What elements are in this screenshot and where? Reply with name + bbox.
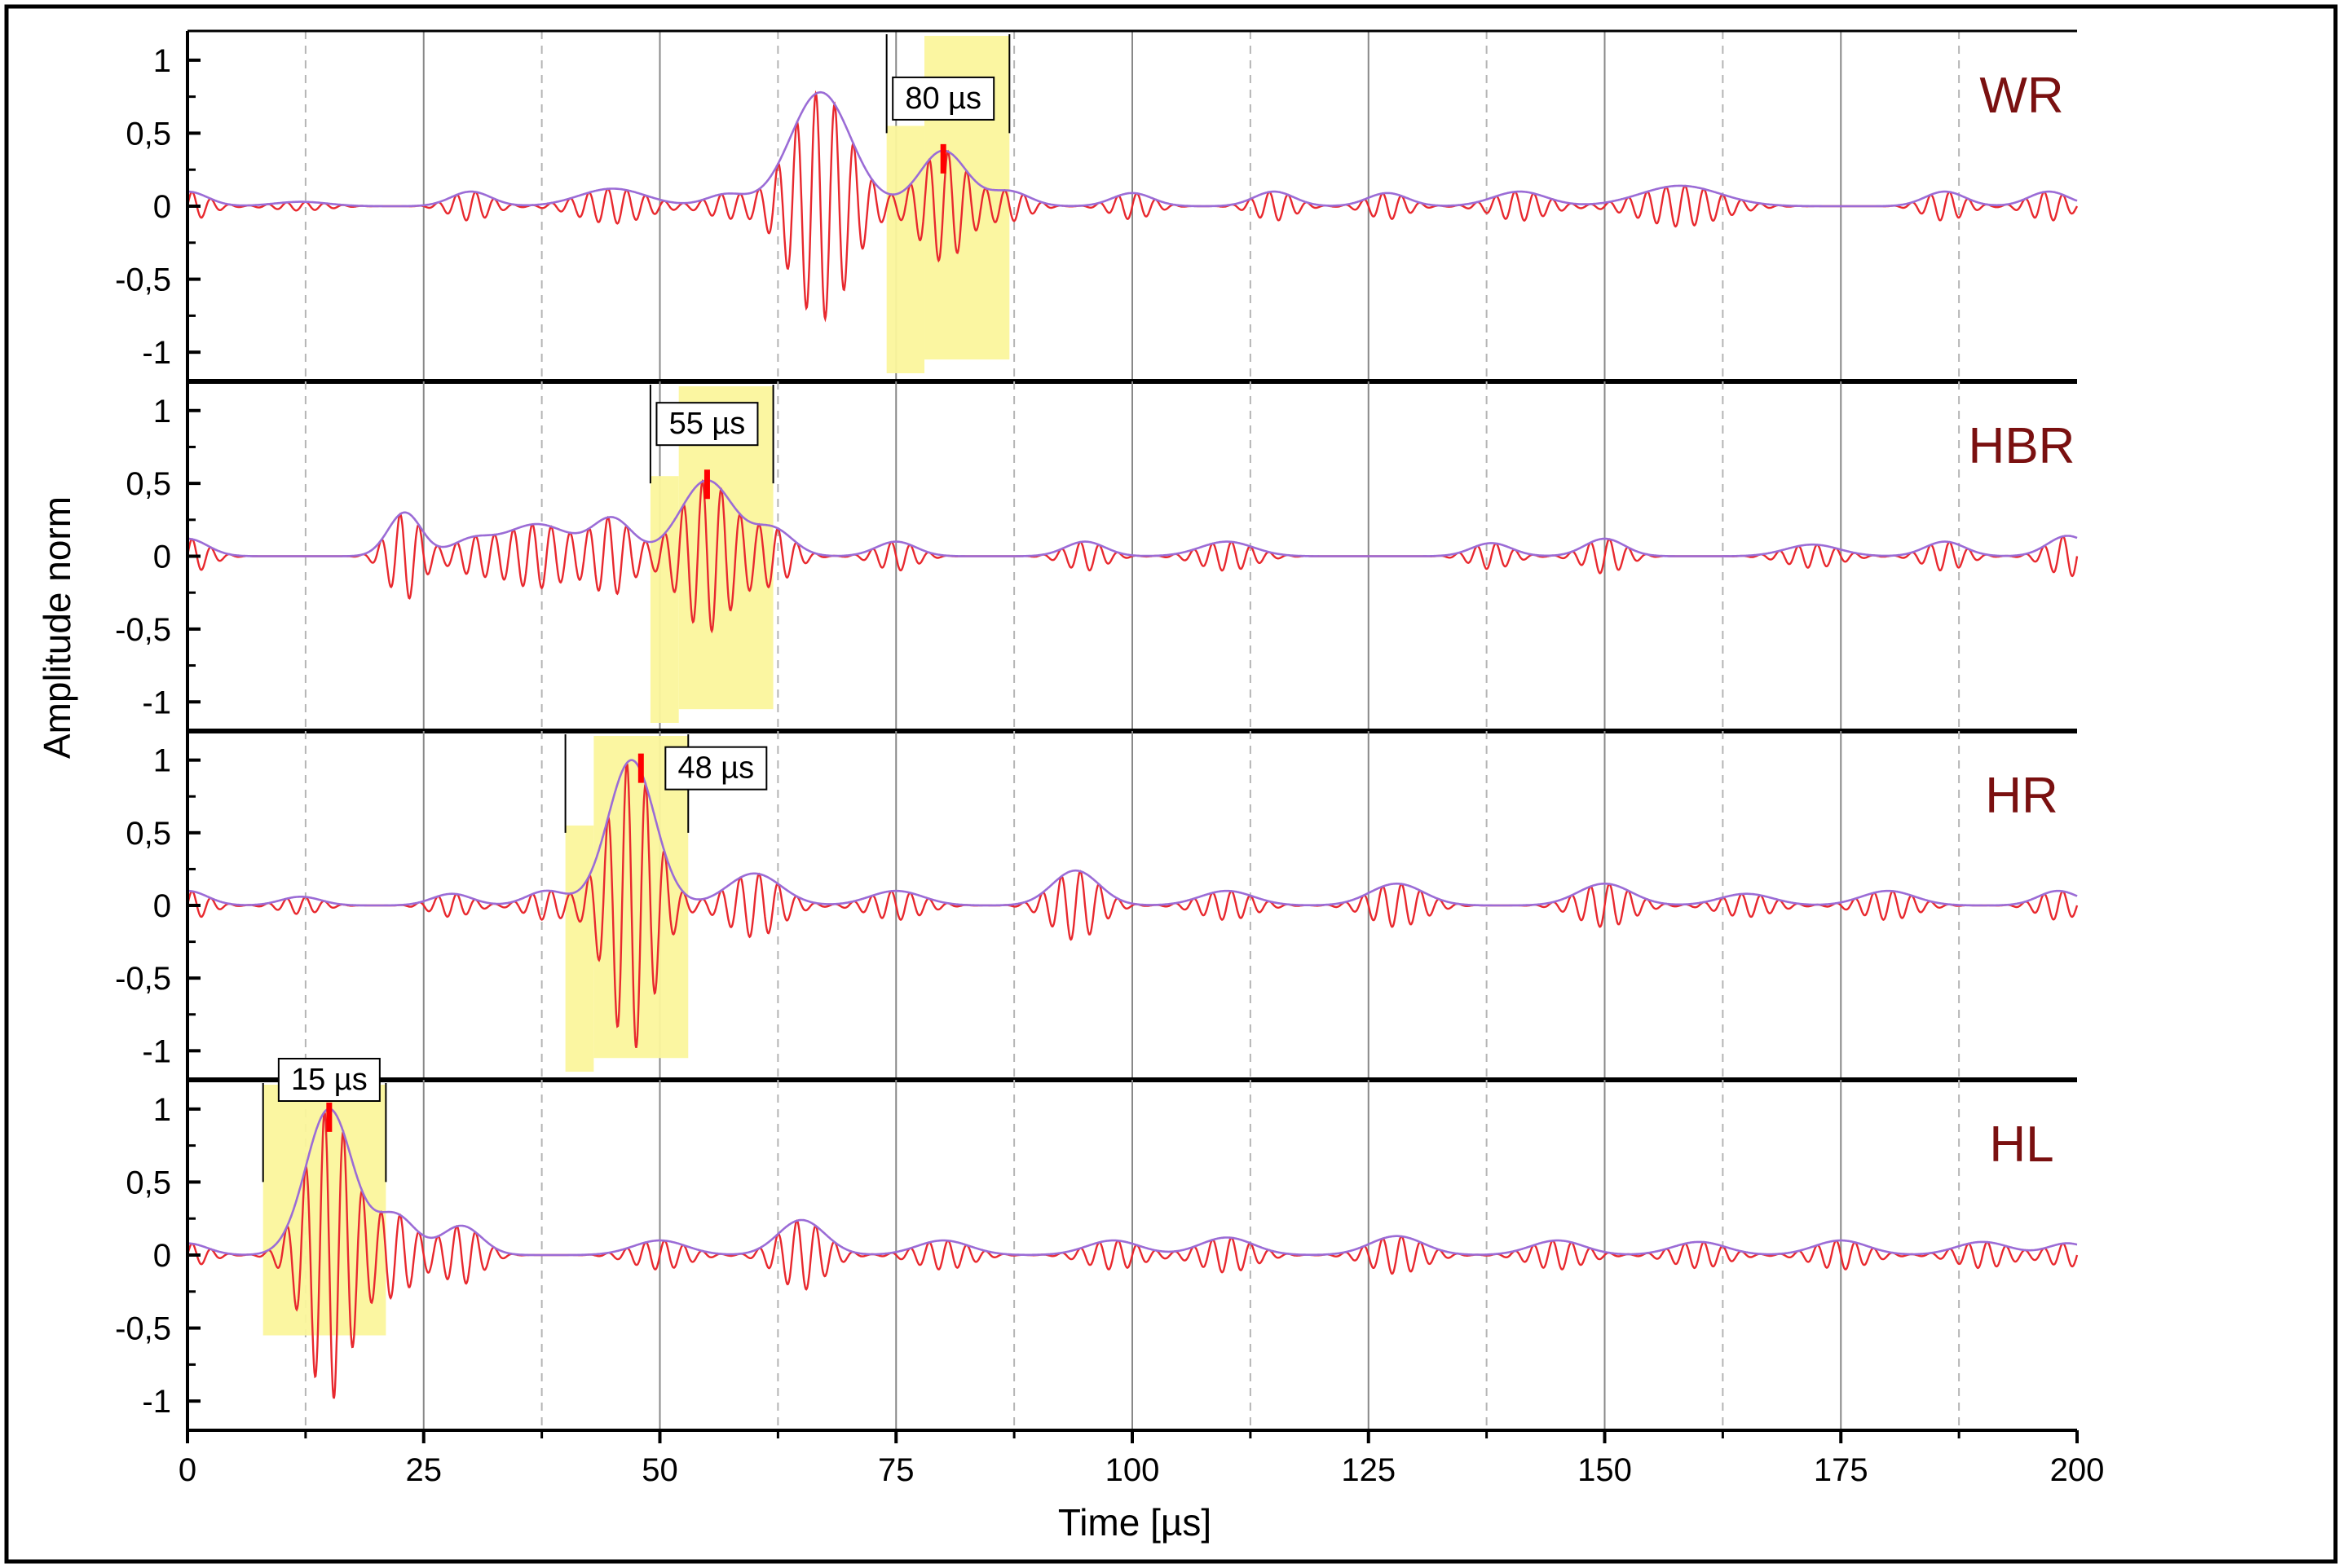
time-window-highlight (650, 476, 679, 723)
y-tick-label: 0,5 (126, 816, 171, 852)
x-tick-label: 200 (2050, 1452, 2105, 1488)
x-tick-label: 125 (1341, 1452, 1396, 1488)
annotation-label: 55 µs (669, 407, 746, 441)
panel-wr: 80 µs WR 1 0,5 0 -0,5 -1 (115, 31, 2079, 384)
time-window-highlight (565, 825, 594, 1072)
x-tick-label: 0 (179, 1452, 196, 1488)
y-tick-label: 0 (153, 189, 171, 225)
panel-label-wr: WR (1979, 68, 2063, 124)
x-tick-label: 50 (642, 1452, 678, 1488)
panel-hl: 15 µs HL 1 0,5 0 -0,5 -1 (115, 1058, 2079, 1432)
annotation-box (277, 1058, 381, 1102)
annotation-box (664, 746, 768, 791)
y-tick-label: -1 (142, 1384, 171, 1420)
annotation-label: 48 µs (677, 751, 754, 786)
y-tick-label: 0 (153, 540, 171, 575)
annotation-box (892, 76, 995, 121)
panel-hbr: 55 µs HBR 1 0,5 0 -0,5 -1 (115, 381, 2079, 733)
figure-border (4, 4, 2338, 1564)
y-axis-title: Amplitude norm (36, 496, 78, 759)
annotation-label: 15 µs (291, 1063, 368, 1097)
signal-envelope (187, 90, 2078, 208)
annotation-label: 80 µs (905, 81, 981, 116)
y-tick-label: 1 (153, 743, 171, 779)
y-tick-label: -0,5 (115, 961, 171, 997)
signal-waveform (186, 762, 2079, 1049)
y-tick-label: 0,5 (126, 1165, 171, 1200)
y-tick-label: 1 (153, 1092, 171, 1128)
x-axis: 0 25 50 75 100 125 150 175 200 (179, 1430, 2105, 1488)
panel-label-hbr: HBR (1969, 418, 2075, 474)
time-window-highlight (886, 126, 925, 374)
y-tick-label: -0,5 (115, 262, 171, 298)
y-tick-label: -1 (142, 1033, 171, 1069)
signal-envelope (187, 759, 2078, 907)
y-tick-label: 1 (153, 394, 171, 429)
y-tick-label: 0,5 (126, 116, 171, 152)
panel-label-hr: HR (1985, 768, 2058, 824)
x-tick-label: 75 (878, 1452, 915, 1488)
y-tick-label: 0 (153, 888, 171, 924)
x-tick-label: 100 (1105, 1452, 1160, 1488)
time-window-highlight (262, 1085, 386, 1336)
x-axis-title: Time [µs] (1058, 1501, 1211, 1544)
y-tick-label: -1 (142, 335, 171, 371)
signal-envelope (187, 1108, 2078, 1257)
x-tick-label: 25 (406, 1452, 443, 1488)
signal-envelope (187, 479, 2078, 557)
panel-label-hl: HL (1989, 1117, 2053, 1173)
y-tick-label: 0,5 (126, 466, 171, 502)
y-tick-label: -0,5 (115, 612, 171, 648)
panel-hr: 48 µs HR 1 0,5 0 -0,5 -1 (115, 731, 2079, 1082)
y-tick-label: 0 (153, 1238, 171, 1274)
annotation-box (655, 402, 759, 447)
y-tick-label: -0,5 (115, 1311, 171, 1347)
x-tick-label: 150 (1577, 1452, 1632, 1488)
y-tick-label: -1 (142, 685, 171, 720)
x-tick-label: 175 (1814, 1452, 1868, 1488)
y-tick-label: 1 (153, 43, 171, 79)
